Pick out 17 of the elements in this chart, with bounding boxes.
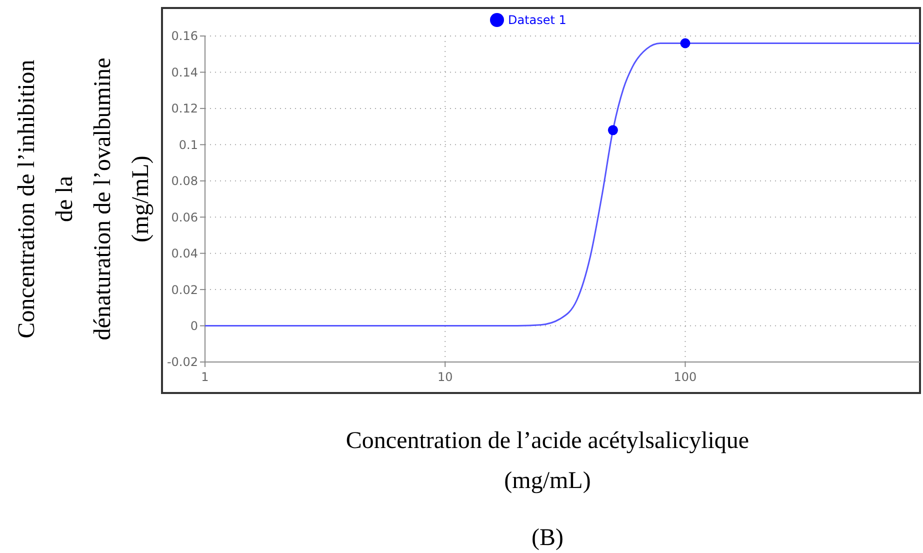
x-tick-label: 10 xyxy=(437,370,453,384)
y-tick-label: -0.02 xyxy=(166,355,198,370)
y-tick-label: 0.02 xyxy=(171,282,198,297)
x-tick-label: 1 xyxy=(201,370,209,384)
x-tick-label: 100 xyxy=(674,370,697,384)
x-axis-title: Concentration de l’acide acétylsalicylique (mg/mL) xyxy=(346,428,750,494)
y-tick-label: 0.1 xyxy=(178,138,198,152)
y-tick-label: 0.04 xyxy=(171,246,198,261)
y-tick-label: 0 xyxy=(190,318,198,333)
y-axis-title: Concentration de l’inhibition de la dénaturation de l’ovalbumine (mg/mL) xyxy=(14,58,154,340)
text: (B) xyxy=(532,525,564,551)
y-tick-label: 0.16 xyxy=(171,29,198,44)
legend-label: Dataset 1 xyxy=(508,13,566,28)
y-tick-label: 0.06 xyxy=(171,210,198,224)
y-tick-label: 0.08 xyxy=(171,174,198,188)
y-tick-label: 0.12 xyxy=(171,102,198,116)
y-tick-label: 0.14 xyxy=(171,65,198,80)
